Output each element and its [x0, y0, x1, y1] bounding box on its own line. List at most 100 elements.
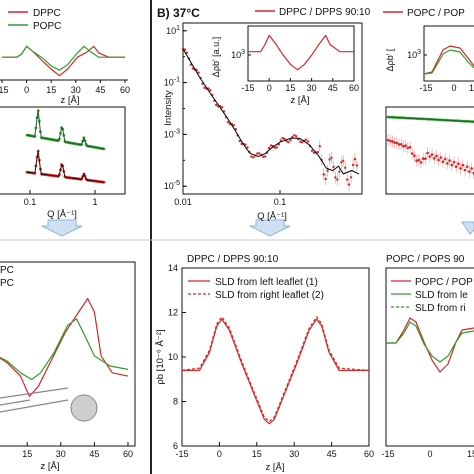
middle-sld-xtick-label-3: 15	[252, 449, 262, 459]
middle-scattering-xlabel: Q [Å⁻¹]	[257, 211, 287, 222]
right-scattering-red-point-12	[410, 152, 414, 155]
middle-sld-ytick-label-3: 10	[168, 352, 178, 362]
right-scattering-red-point-28	[446, 162, 449, 165]
middle-scattering-point-59	[295, 135, 298, 138]
middle-scattering-point-37	[252, 156, 255, 159]
right-scattering-red-point-16	[419, 161, 423, 164]
middle-sld-ytick-label-4: 12	[168, 308, 178, 318]
middle-scattering-point-79	[334, 176, 337, 179]
right-scattering-red-point-18	[424, 157, 427, 160]
right-scattering-green-fit	[387, 116, 474, 123]
right-scattering-frame	[385, 106, 474, 195]
middle-sld-legend-label-1: SLD from left leaflet (1)	[215, 277, 318, 288]
right-scattering-red-point-37	[465, 165, 469, 169]
right-sld-xtick-label-1: -15	[381, 449, 394, 459]
right-scattering-red-point-2	[388, 139, 392, 143]
middle-scattering-point-84	[344, 166, 347, 169]
lipid-tail-2	[0, 399, 69, 413]
middle-sld-ytick-label-2: 8	[173, 397, 178, 407]
middle-scattering-point-2	[183, 48, 187, 51]
right-sld-legend-label-2: SLD from le	[415, 290, 468, 301]
middle-scattering-point-40	[258, 152, 261, 155]
left-inset-legend-label-2: POPC	[33, 21, 61, 32]
right-sld-line-green	[386, 321, 474, 363]
panel-label-b: B) 37°C	[157, 6, 200, 20]
middle-sld-xtick-label-2: 0	[217, 449, 222, 459]
right-inset-xtick-label-3: 15	[469, 83, 474, 93]
left-sld-xtick-label-4: 45	[89, 449, 99, 459]
right-scattering-red-point-20	[428, 155, 432, 158]
middle-scattering-xtick-label-1: 0.01	[174, 197, 192, 207]
middle-scattering-point-75	[326, 169, 329, 172]
left-scattering-red-point-70	[102, 180, 106, 184]
middle-scattering-point-49	[275, 146, 278, 149]
middle-scattering-point-46	[269, 144, 273, 147]
middle-inset-xtick-label-4: 30	[307, 83, 317, 93]
right-sld-legend-label-1: POPC / POP	[415, 277, 473, 288]
middle-scattering-point-48	[273, 146, 276, 149]
left-inset-xlabel: z [Å]	[60, 95, 79, 106]
middle-scattering-point-36	[250, 155, 253, 158]
middle-scattering-point-34	[246, 146, 249, 149]
right-sld-xtick-label-3: 15	[467, 449, 474, 459]
right-scattering-red-point-34	[459, 167, 462, 170]
lipid-tail-3	[0, 399, 31, 406]
middle-scattering-point-61	[299, 140, 302, 143]
middle-scattering-fit-line	[182, 48, 360, 175]
right-scattering-red-point-25	[439, 156, 443, 159]
middle-sld-ytick-label-5: 14	[168, 263, 178, 273]
middle-scattering-point-18	[215, 103, 218, 107]
middle-scattering-point-78	[332, 165, 335, 169]
left-inset-line-1	[2, 45, 125, 77]
left-sld-line-2	[0, 318, 129, 381]
down-arrow-icon-1	[41, 219, 83, 237]
right-scattering-red-point-22	[432, 157, 436, 160]
right-inset-ylabel: Δρb' [	[385, 48, 395, 71]
right-scattering-red-point-6	[397, 143, 401, 146]
left-sld-xtick-label-5: 60	[123, 449, 133, 459]
right-sld-frame	[385, 267, 474, 447]
middle-scattering-ytick-label-2: 10-1	[164, 77, 180, 88]
left-scattering-xtick-label-2: 1	[92, 197, 97, 207]
right-scattering-red-point-33	[457, 162, 460, 165]
right-scattering-red-point-7	[399, 143, 403, 146]
middle-scattering-point-71	[318, 145, 321, 148]
middle-scattering-point-73	[322, 173, 325, 176]
middle-scattering-point-31	[240, 142, 243, 146]
middle-scattering-point-30	[238, 139, 241, 143]
middle-inset-xtick-label-3: 15	[285, 83, 295, 93]
left-scattering-frame	[0, 106, 126, 195]
middle-scattering-ytick-label-1: 101	[166, 25, 180, 36]
middle-scattering-point-89	[353, 157, 357, 161]
left-sld-legend-label-1: PC	[0, 265, 14, 276]
right-sld-legend-label-3: SLD from ri	[415, 303, 466, 314]
left-scattering-xlabel: Q [Å⁻¹]	[47, 209, 77, 220]
middle-scattering-point-81	[338, 170, 341, 173]
middle-sld-xtick-label-1: -15	[175, 449, 188, 459]
middle-scattering-point-85	[346, 178, 349, 181]
lipid-head-icon	[70, 394, 98, 422]
right-scattering-red-point-14	[415, 159, 418, 162]
left-sld-xtick-label-3: 30	[56, 449, 66, 459]
down-arrow-icon-3	[461, 221, 474, 235]
middle-inset-line-1	[248, 34, 354, 71]
middle-inset-xtick-label-1: -15	[241, 83, 254, 93]
middle-scattering-xtick-label-2: 0.1	[274, 197, 287, 207]
middle-sld-xtick-label-5: 45	[327, 449, 337, 459]
left-sld-frame	[0, 261, 136, 447]
middle-scattering-point-87	[349, 176, 353, 179]
middle-inset-xlabel: z [Å]	[290, 95, 309, 106]
right-scattering-red-point-36	[463, 168, 467, 172]
middle-scattering-point-80	[336, 178, 339, 181]
middle-sld-line-2	[181, 316, 370, 423]
middle-scattering-point-39	[256, 152, 259, 155]
middle-scattering-point-76	[328, 158, 331, 161]
middle-sld-line-1	[182, 318, 369, 425]
middle-scattering-ylabel: Intensity	[163, 90, 174, 126]
middle-inset-xtick-label-2: 0	[267, 83, 272, 93]
middle-scattering-point-65	[306, 140, 310, 143]
middle-inset-ylabel: Δρb' [a.u.]	[211, 37, 221, 77]
middle-scattering-point-64	[304, 138, 308, 141]
right-scattering-red-point-35	[461, 163, 465, 167]
